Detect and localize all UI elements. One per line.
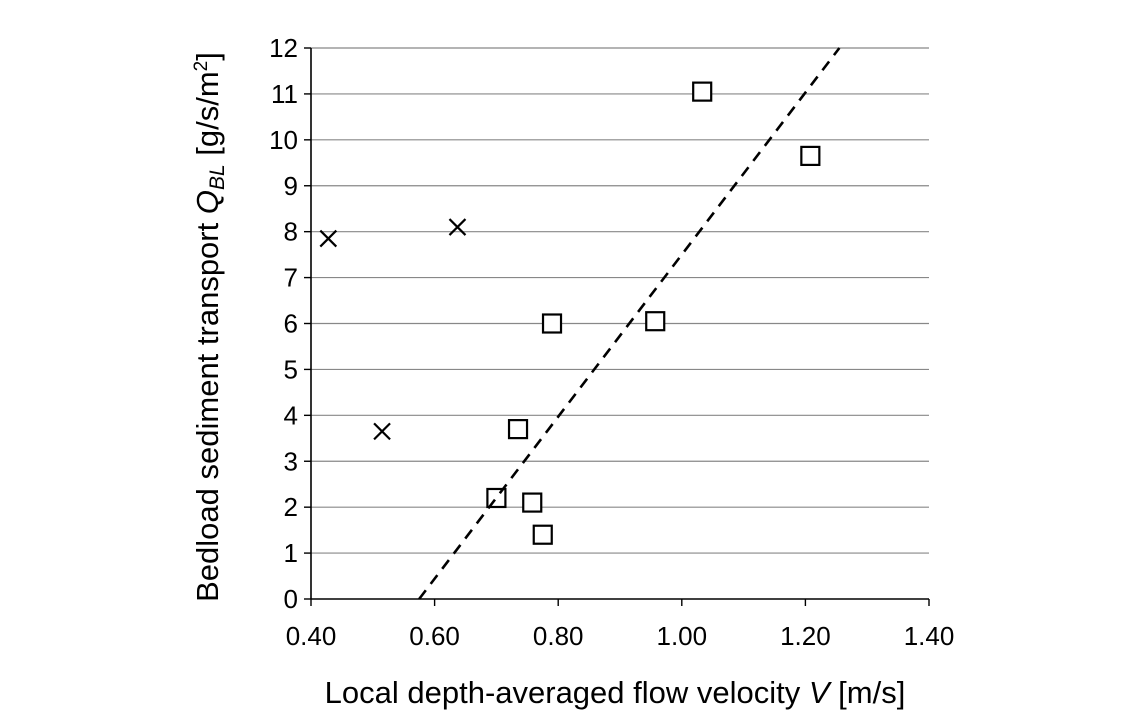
y-tick-label: 1 [284,538,298,568]
square-point [800,145,821,167]
y-tick-label: 10 [269,125,298,155]
axes [304,47,930,606]
square-point [532,524,553,545]
y-axis-title: Bedload sediment transport QBL [g/s/m2] [190,52,229,602]
x-tick-label: 1.20 [780,621,831,651]
square-point [507,419,529,440]
y-tick-label: 4 [284,400,298,430]
y-tick-label: 2 [284,492,298,522]
y-tick-label: 0 [284,584,298,614]
square-point [692,81,713,102]
x-tick-label: 1.40 [904,621,955,651]
trend-line [418,47,841,600]
x-point [448,218,467,236]
x-tick-label: 1.00 [656,621,707,651]
y-tick-label: 11 [271,79,298,109]
y-tick-label: 3 [284,446,298,476]
square-point [541,313,563,334]
data-marks [319,47,841,600]
x-point [373,422,391,441]
x-tick-label: 0.40 [286,621,337,651]
y-tick-label: 8 [284,217,298,247]
y-tick-label: 12 [269,33,298,63]
x-axis-title: Local depth-averaged flow velocity V [m/… [325,675,906,710]
square-point [522,492,543,513]
x-point [319,229,338,248]
square-point [645,311,666,332]
y-tick-label: 9 [284,171,298,201]
grid-lines [311,47,929,554]
y-tick-label: 7 [284,263,298,293]
y-tick-label: 6 [284,309,298,339]
x-tick-label: 0.60 [409,621,460,651]
x-tick-label: 0.80 [533,621,584,651]
y-tick-label: 5 [284,354,298,384]
